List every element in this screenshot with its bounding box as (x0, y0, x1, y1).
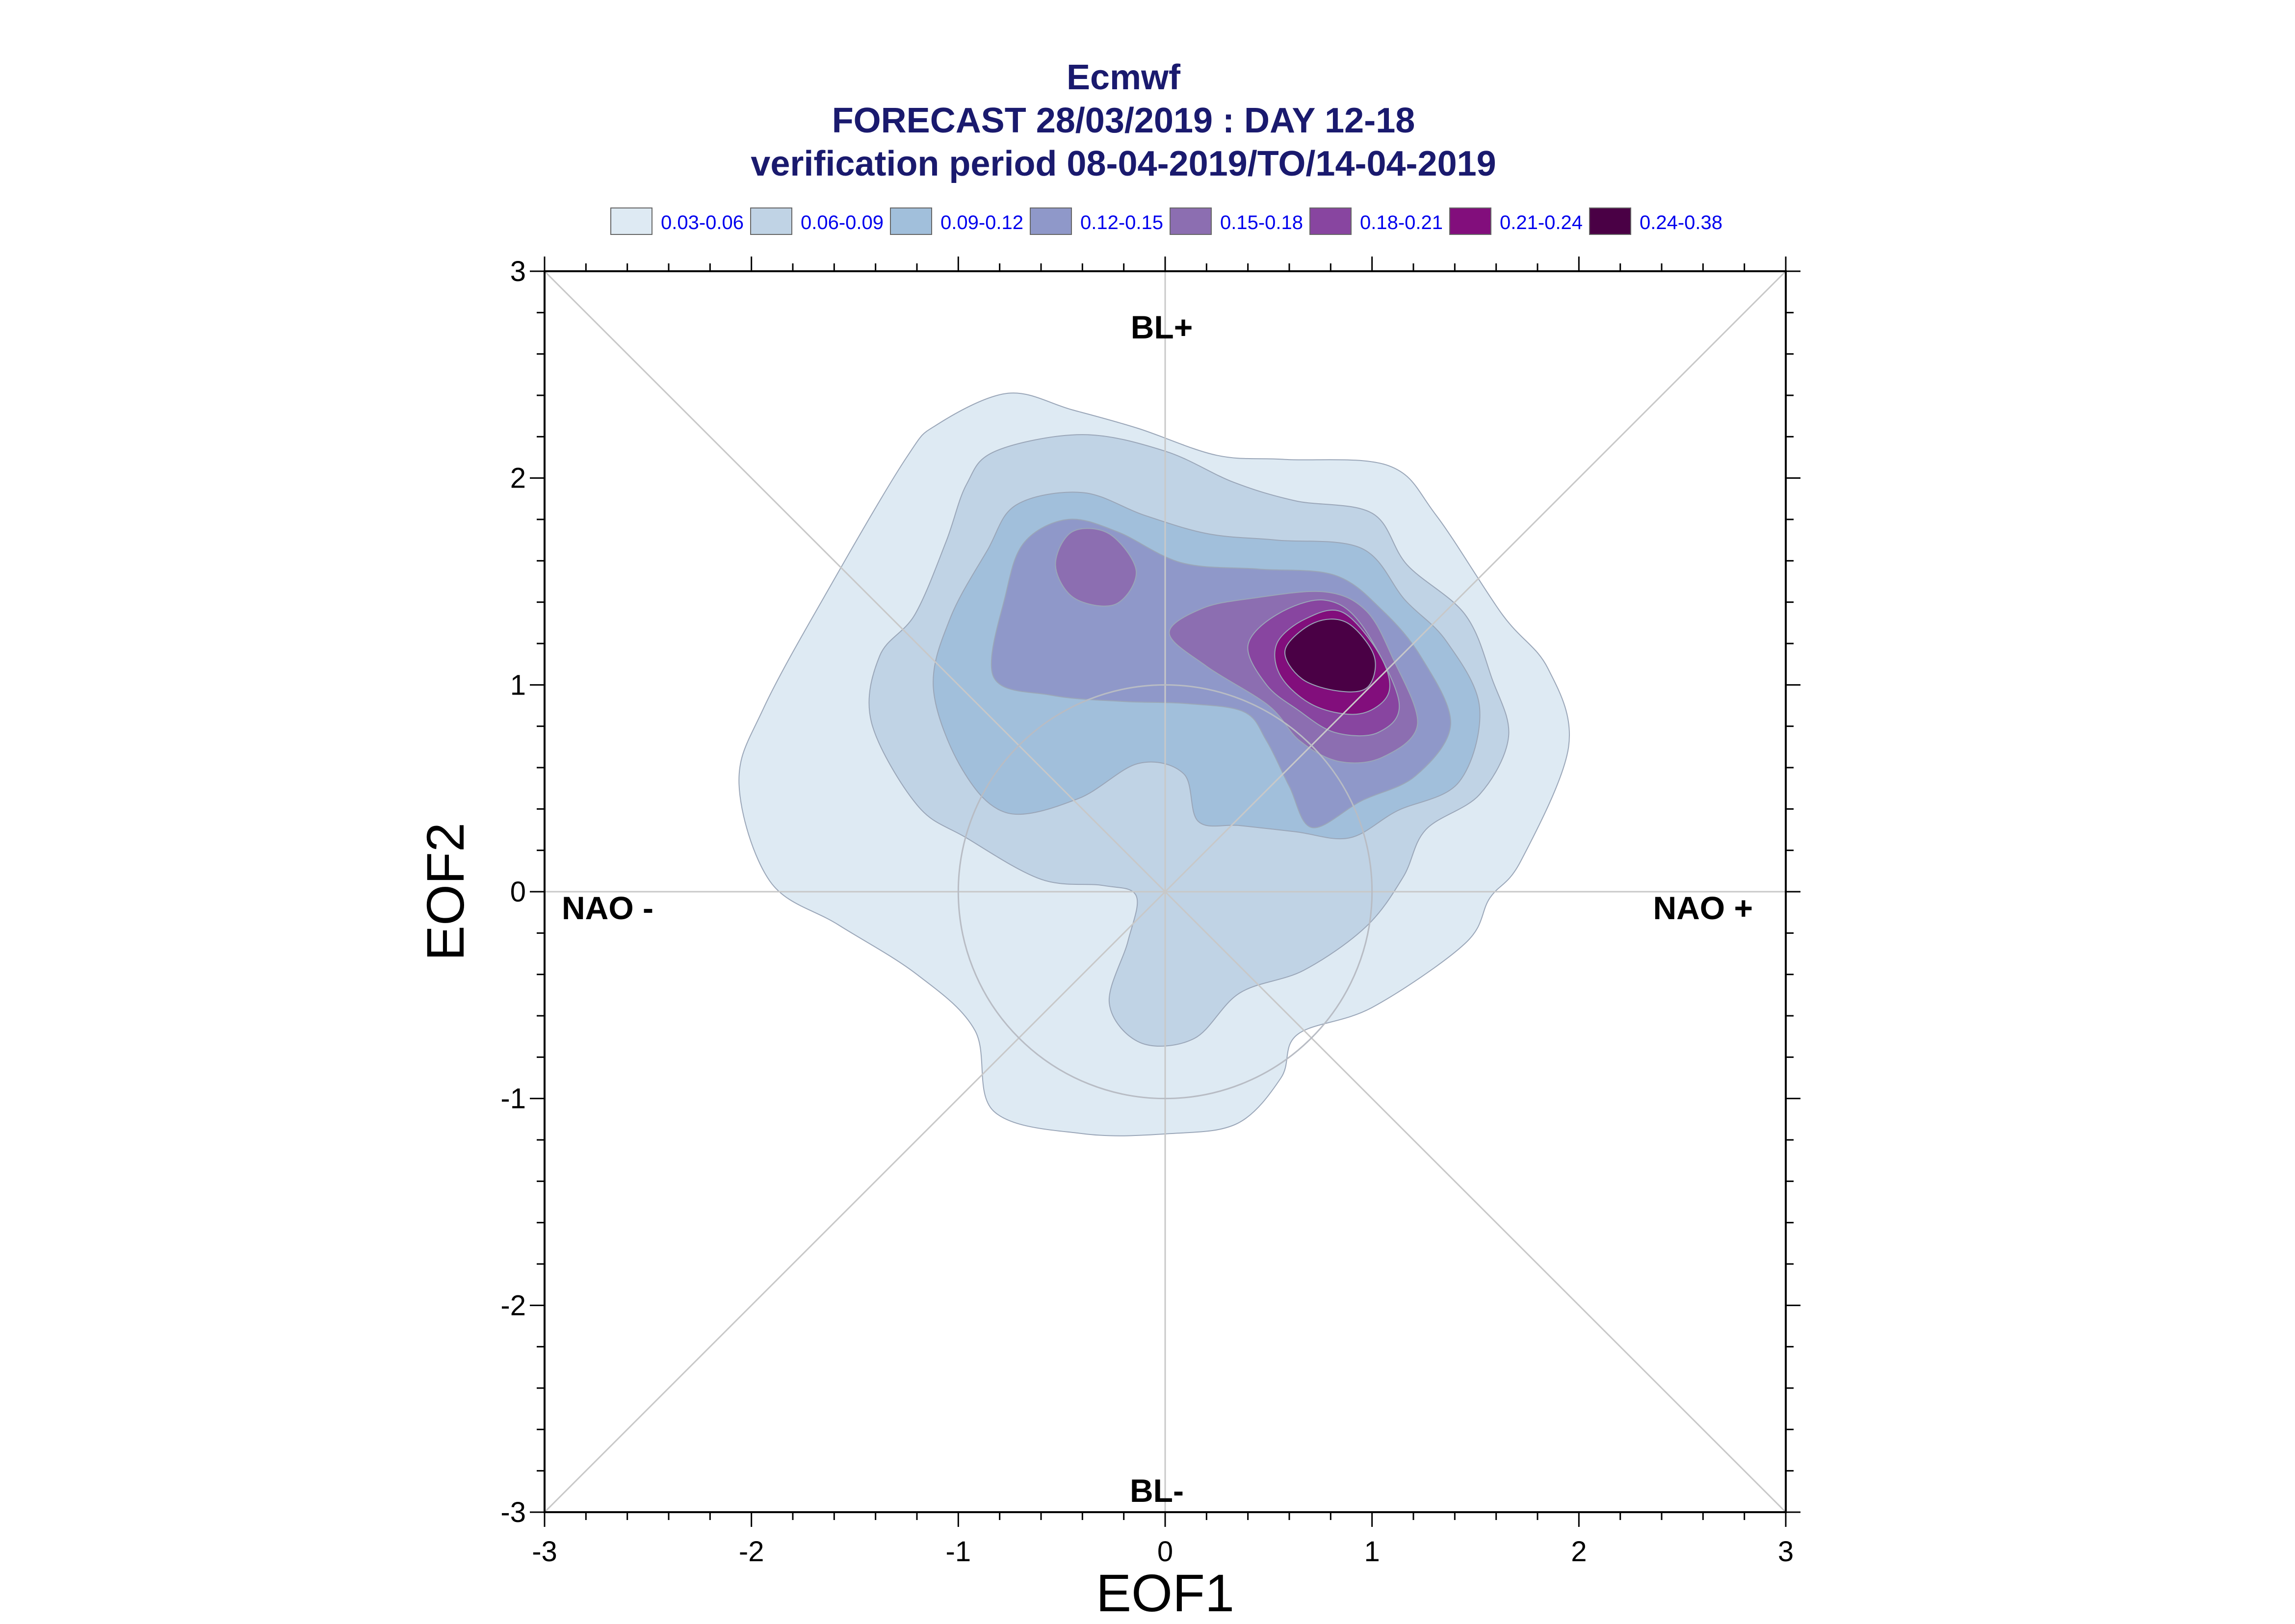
legend-swatch (610, 207, 652, 235)
chart-subtitle-2: verification period 08-04-2019/TO/14-04-… (751, 144, 1496, 183)
region-label-right: NAO + (1653, 890, 1753, 926)
reference-circle (957, 684, 1373, 1100)
legend-label: 0.06-0.09 (801, 212, 884, 233)
x-tick-label: -1 (946, 1536, 971, 1568)
region-label-left: NAO - (562, 890, 653, 926)
y-tick-label: -3 (500, 1496, 526, 1528)
x-tick-label: -3 (532, 1536, 557, 1568)
y-tick-label: -1 (500, 1083, 526, 1115)
legend-swatch (1589, 207, 1631, 235)
legend-label: 0.24-0.38 (1640, 212, 1722, 233)
region-label-bottom: BL- (1130, 1472, 1184, 1509)
legend-swatch (1030, 207, 1072, 235)
legend-label: 0.18-0.21 (1360, 212, 1443, 233)
legend-label: 0.12-0.15 (1080, 212, 1163, 233)
density-contours (738, 392, 1570, 1136)
legend-label: 0.15-0.18 (1220, 212, 1303, 233)
x-tick-label: 0 (1157, 1536, 1173, 1568)
legend-label: 0.03-0.06 (661, 212, 744, 233)
y-axis-label: EOF2 (416, 823, 475, 961)
legend: 0.03-0.06 0.06-0.09 0.09-0.12 0.12-0.15 0.15… (610, 207, 1722, 235)
x-tick-label: -2 (739, 1536, 764, 1568)
legend-swatch (750, 207, 792, 235)
x-tick-label: 1 (1364, 1536, 1380, 1568)
legend-swatch (1309, 207, 1352, 235)
y-tick-label: 0 (510, 876, 526, 908)
x-tick-label: 2 (1571, 1536, 1587, 1568)
legend-swatch (1170, 207, 1212, 235)
axes: -3 -2 -1 0 1 2 3 -3 -2 -1 0 1 2 3 (500, 256, 1800, 1568)
y-tick-label: 1 (510, 669, 526, 701)
x-tick-label: 3 (1778, 1536, 1794, 1568)
reference-lines (544, 270, 1787, 1513)
y-tick-label: -2 (500, 1289, 526, 1321)
y-tick-label: 3 (510, 256, 526, 287)
x-axis-label: EOF1 (1096, 1563, 1234, 1623)
contour-0.24-0.38 (1284, 619, 1376, 693)
chart-subtitle: FORECAST 28/03/2019 : DAY 12-18 (832, 101, 1415, 140)
chart-title: Ecmwf (1067, 58, 1181, 97)
region-label-top: BL+ (1131, 309, 1193, 345)
legend-label: 0.21-0.24 (1500, 212, 1583, 233)
legend-label: 0.09-0.12 (940, 212, 1023, 233)
contour-0.15-0.18 (1055, 528, 1137, 607)
legend-swatch (890, 207, 932, 235)
y-tick-label: 2 (510, 463, 526, 494)
legend-swatch (1449, 207, 1491, 235)
